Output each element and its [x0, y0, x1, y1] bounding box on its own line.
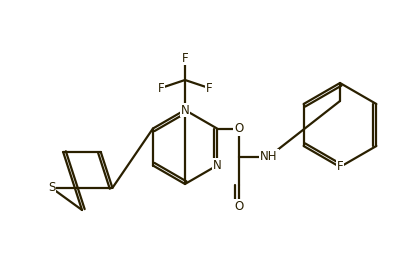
Text: F: F [158, 81, 164, 95]
Text: N: N [181, 104, 189, 117]
Text: O: O [234, 200, 244, 213]
Text: F: F [182, 52, 189, 64]
Text: N: N [213, 159, 222, 172]
Text: S: S [48, 181, 55, 194]
Text: F: F [206, 81, 212, 95]
Text: F: F [336, 160, 343, 174]
Text: NH: NH [260, 150, 278, 163]
Text: O: O [234, 122, 244, 135]
